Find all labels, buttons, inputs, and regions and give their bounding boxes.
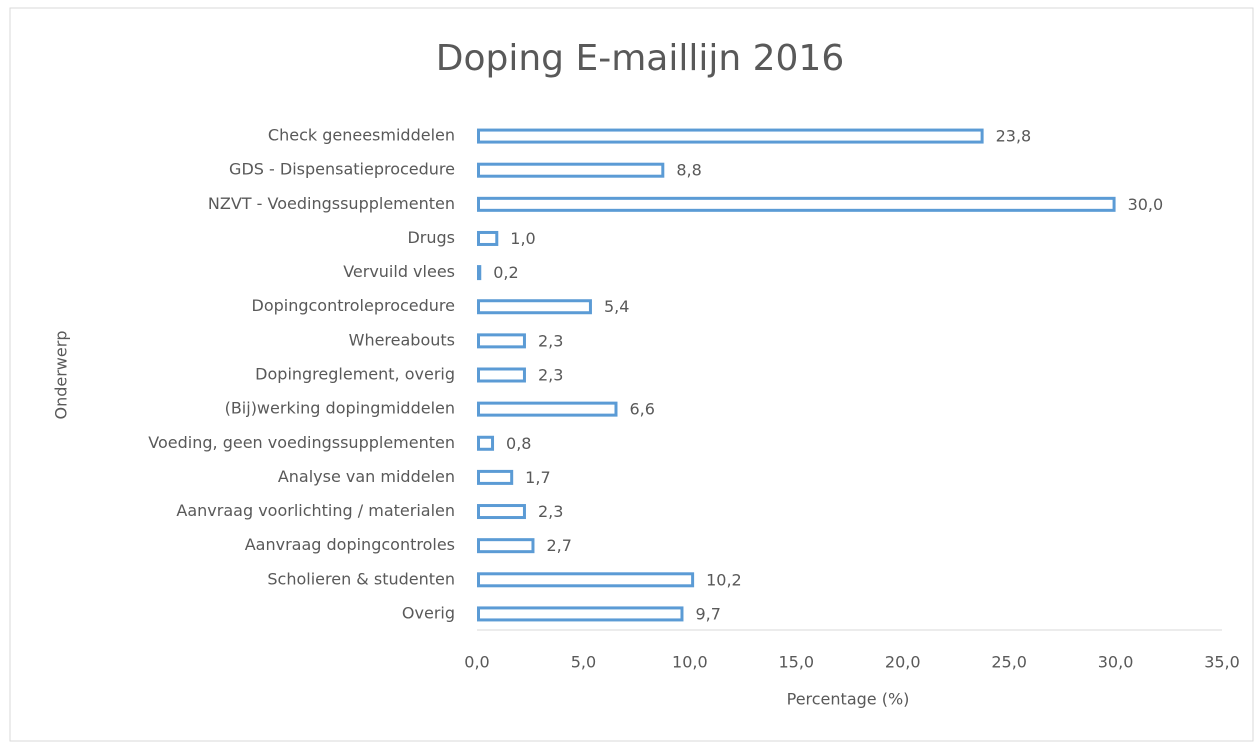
x-tick-label: 25,0 <box>991 653 1027 672</box>
data-label: 0,2 <box>493 263 518 282</box>
data-label: 10,2 <box>706 570 742 589</box>
y-tick-label: (Bij)werking dopingmiddelen <box>225 399 455 418</box>
y-tick-label: Check geneesmiddelen <box>268 126 455 145</box>
data-label: 2,7 <box>546 536 571 555</box>
x-tick-label: 0,0 <box>464 653 489 672</box>
data-label: 2,3 <box>538 331 563 350</box>
bar <box>477 230 499 246</box>
y-tick-label: Whereabouts <box>349 330 455 349</box>
bar <box>477 538 535 554</box>
x-tick-label: 15,0 <box>778 653 814 672</box>
data-label: 8,8 <box>676 161 701 180</box>
x-axis-label: Percentage (%) <box>787 690 910 709</box>
bar <box>477 606 684 622</box>
bar <box>477 196 1116 212</box>
data-label: 9,7 <box>695 604 720 623</box>
data-label: 1,0 <box>510 229 535 248</box>
y-tick-label: Analyse van middelen <box>278 467 455 486</box>
y-tick-label: Vervuild vlees <box>343 262 455 281</box>
bar <box>477 367 526 383</box>
y-tick-label: Aanvraag dopingcontroles <box>245 535 455 554</box>
x-tick-label: 10,0 <box>672 653 708 672</box>
y-axis-label: Onderwerp <box>52 331 71 420</box>
data-label: 6,6 <box>629 400 654 419</box>
x-tick-label: 35,0 <box>1204 653 1240 672</box>
bar <box>477 504 526 520</box>
data-label: 5,4 <box>604 297 629 316</box>
bar <box>477 435 495 451</box>
data-label: 1,7 <box>525 468 550 487</box>
bar <box>477 265 482 281</box>
y-tick-label: Scholieren & studenten <box>267 569 455 588</box>
y-tick-label: Voeding, geen voedingssupplementen <box>148 433 455 452</box>
y-tick-label: Dopingreglement, overig <box>255 365 455 384</box>
bar <box>477 572 695 588</box>
bar <box>477 469 514 485</box>
bar <box>477 128 984 144</box>
y-tick-label: Drugs <box>407 228 455 247</box>
data-label: 0,8 <box>506 434 531 453</box>
data-label: 2,3 <box>538 366 563 385</box>
x-tick-label: 30,0 <box>1098 653 1134 672</box>
y-tick-label: Overig <box>402 603 455 622</box>
x-tick-label: 5,0 <box>571 653 596 672</box>
y-tick-label: GDS - Dispensatieprocedure <box>229 160 455 179</box>
y-tick-label: Aanvraag voorlichting / materialen <box>176 501 455 520</box>
y-tick-label: Dopingcontroleprocedure <box>252 296 456 315</box>
bar <box>477 401 618 417</box>
bar <box>477 333 526 349</box>
x-tick-label: 20,0 <box>885 653 921 672</box>
chart-title: Doping E-maillijn 2016 <box>436 38 844 79</box>
data-label: 23,8 <box>996 127 1032 146</box>
data-label: 2,3 <box>538 502 563 521</box>
data-label: 30,0 <box>1128 195 1164 214</box>
chart-frame <box>9 7 1254 742</box>
bar <box>477 299 592 315</box>
y-tick-label: NZVT - Voedingssupplementen <box>208 194 455 213</box>
bar <box>477 162 665 178</box>
